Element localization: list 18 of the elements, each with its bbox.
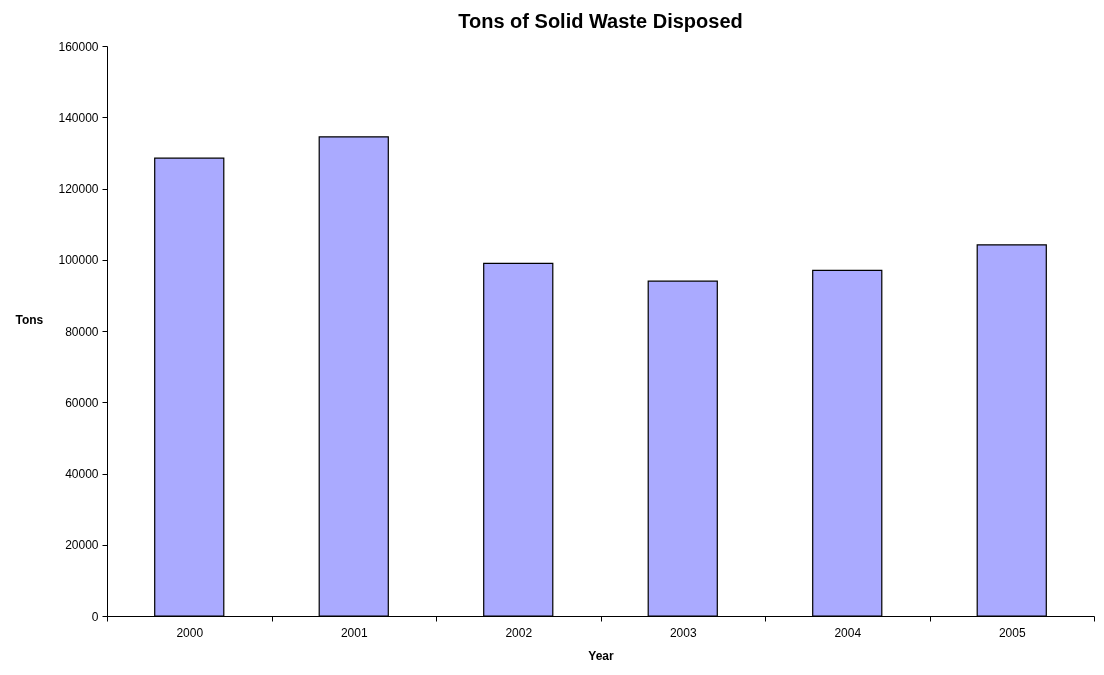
chart-title: Tons of Solid Waste Disposed [458,10,743,32]
y-tick-label: 40000 [65,467,99,481]
y-tick-label: 140000 [58,110,99,125]
y-tick-label: 120000 [58,182,99,196]
x-tick-label: 2003 [669,625,697,640]
x-tick-label: 2001 [340,625,368,640]
x-tick-label: 2005 [998,625,1026,640]
y-axis-title: Tons [15,312,44,327]
y-tick-label: 20000 [65,538,99,553]
x-tick-label: 2002 [505,625,533,640]
x-axis-title: Year [588,648,615,663]
y-tick-label: 60000 [65,395,99,410]
y-tick-label: 100000 [58,253,99,268]
y-tick-label: 80000 [65,324,99,339]
y-tick-label: 160000 [58,39,99,54]
x-tick-label: 2000 [176,625,204,640]
y-tick-label: 0 [91,609,99,624]
x-tick-label: 2004 [834,625,862,640]
